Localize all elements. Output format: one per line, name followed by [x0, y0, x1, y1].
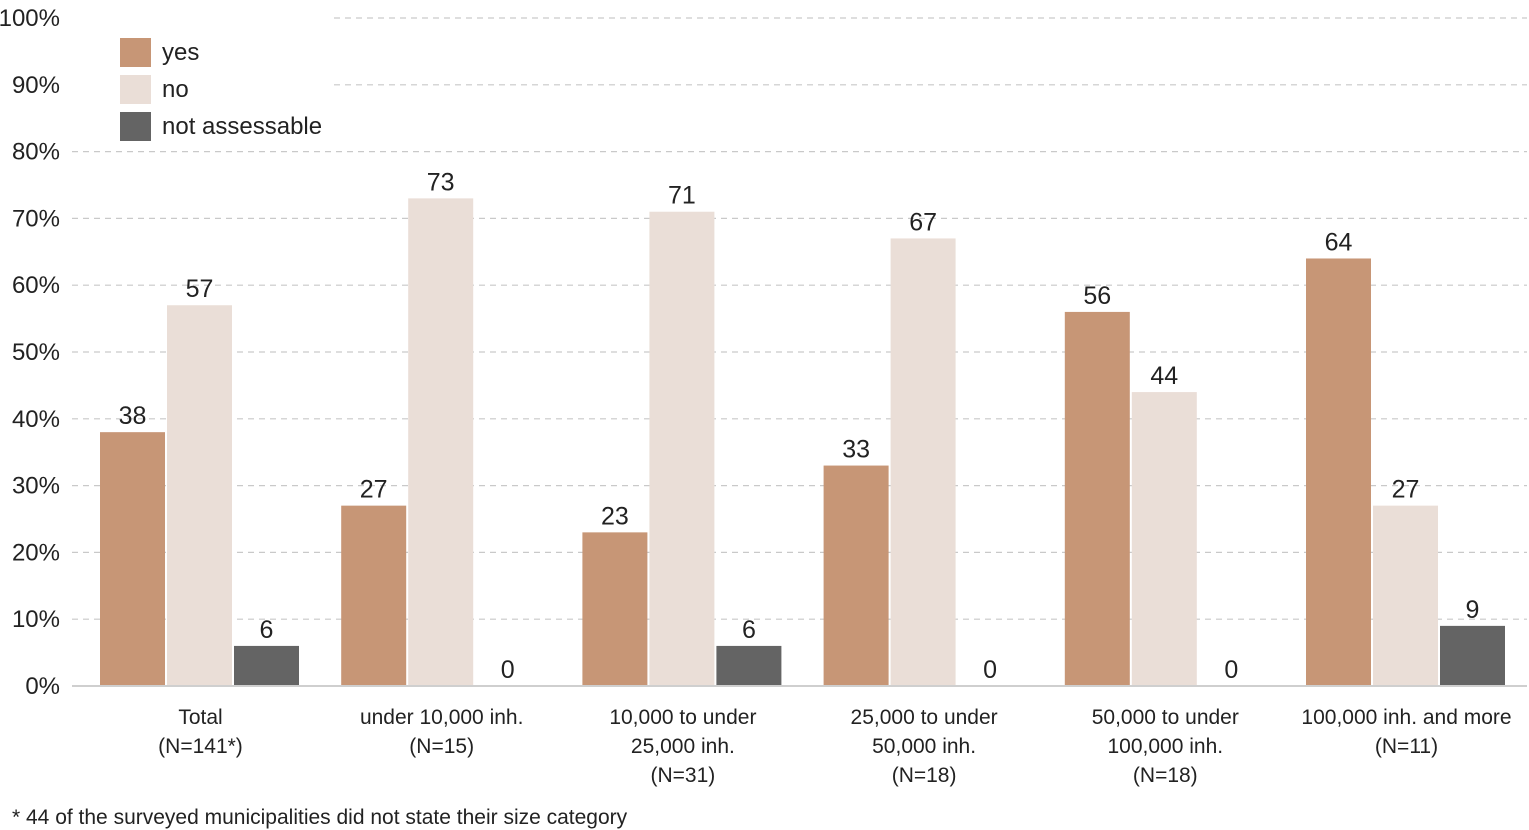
- legend-label: no: [162, 76, 189, 103]
- y-tick-label: 50%: [12, 339, 60, 366]
- data-label: 57: [186, 275, 214, 303]
- data-labels: 38 57 6 27 73 0 23 71 6 33 67 0 56 44 0 64 27 9: [119, 168, 1480, 684]
- y-tick-label: 20%: [12, 539, 60, 566]
- x-category-label: 100,000 inh. and more (N=11): [1301, 706, 1511, 758]
- data-label: 27: [360, 476, 388, 504]
- bar-yes: [100, 432, 165, 686]
- y-tick-label: 90%: [12, 72, 60, 99]
- y-tick-label: 10%: [12, 606, 60, 633]
- bar-yes: [582, 532, 648, 686]
- data-label: 33: [842, 436, 870, 464]
- y-tick-label: 60%: [12, 272, 60, 299]
- data-label: 44: [1150, 362, 1178, 390]
- bar-no: [649, 211, 715, 686]
- y-tick-label: 80%: [12, 139, 60, 166]
- footnote: * 44 of the surveyed municipalities did …: [12, 806, 628, 829]
- x-category-label: 50,000 to under 100,000 inh. (N=18): [1092, 706, 1239, 787]
- legend-swatch: [120, 75, 151, 104]
- bar-yes: [341, 505, 407, 686]
- bar-no: [890, 238, 956, 686]
- bar-no: [167, 305, 232, 686]
- data-label: 73: [427, 168, 455, 196]
- bar-no: [1373, 505, 1438, 686]
- y-tick-label: 0%: [25, 673, 60, 700]
- x-category-label: Total (N=141*): [158, 706, 243, 758]
- legend-label: yes: [162, 39, 199, 66]
- bar-not-assessable: [1440, 625, 1505, 686]
- data-label: 56: [1083, 282, 1111, 310]
- data-label: 0: [983, 656, 997, 684]
- data-label: 0: [1224, 656, 1238, 684]
- bar-yes: [823, 465, 889, 686]
- data-label: 6: [742, 616, 756, 644]
- legend: yes no not assessable: [120, 38, 322, 141]
- y-tick-label: 30%: [12, 473, 60, 500]
- bar-yes: [1064, 311, 1130, 686]
- y-axis: 0% 10% 20% 30% 40% 50% 60% 70% 80% 90% 100%: [0, 5, 60, 700]
- bar-no: [1131, 392, 1197, 686]
- bar-no: [408, 198, 474, 687]
- data-label: 64: [1325, 228, 1353, 256]
- x-category-label: 10,000 to under 25,000 inh. (N=31): [609, 706, 756, 787]
- data-label: 6: [260, 616, 274, 644]
- data-label: 23: [601, 502, 629, 530]
- bars: [100, 198, 1505, 687]
- x-category-label: under 10,000 inh. (N=15): [360, 706, 523, 758]
- x-category-label: 25,000 to under 50,000 inh. (N=18): [851, 706, 998, 787]
- y-tick-label: 100%: [0, 5, 60, 32]
- data-label: 38: [119, 402, 147, 430]
- y-tick-label: 40%: [12, 406, 60, 433]
- legend-swatch: [120, 38, 151, 67]
- data-label: 9: [1466, 596, 1480, 624]
- gridlines: [72, 17, 1527, 620]
- y-tick-label: 70%: [12, 205, 60, 232]
- data-label: 27: [1392, 476, 1420, 504]
- data-label: 0: [501, 656, 515, 684]
- bar-not-assessable: [234, 645, 299, 686]
- legend-label: not assessable: [162, 113, 322, 140]
- bar-yes: [1306, 258, 1371, 686]
- legend-swatch: [120, 112, 151, 141]
- data-label: 67: [909, 208, 937, 236]
- bar-not-assessable: [716, 645, 782, 686]
- x-axis: Total (N=141*) under 10,000 inh. (N=15) 10,0…: [72, 685, 1527, 787]
- data-label: 71: [668, 182, 696, 210]
